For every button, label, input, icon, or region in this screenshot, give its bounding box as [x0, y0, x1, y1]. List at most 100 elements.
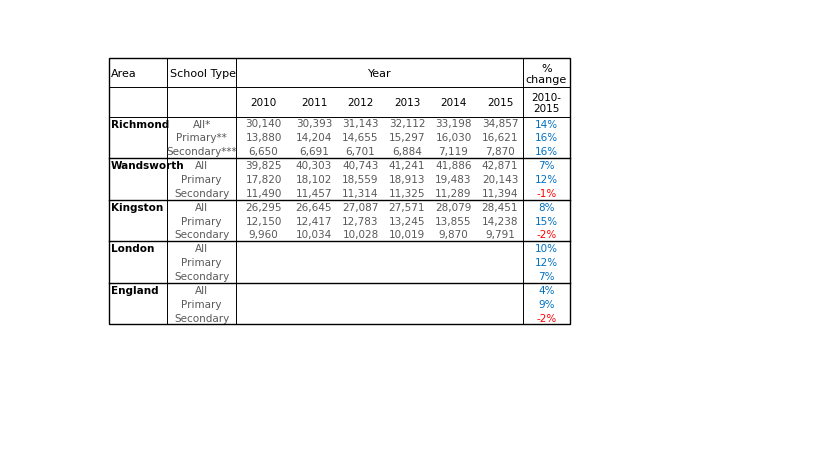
Text: 16%: 16% [535, 147, 558, 157]
Text: Year: Year [368, 68, 391, 78]
Text: Primary: Primary [181, 299, 222, 309]
Text: 30,393: 30,393 [296, 119, 333, 129]
Text: 8%: 8% [538, 202, 554, 212]
Text: 9%: 9% [538, 299, 554, 309]
Text: London: London [111, 244, 154, 254]
Text: 10,034: 10,034 [296, 230, 332, 240]
Text: 6,691: 6,691 [299, 147, 329, 157]
Text: Secondary***: Secondary*** [166, 147, 237, 157]
Text: 27,571: 27,571 [389, 202, 425, 212]
Text: 42,871: 42,871 [482, 161, 518, 171]
Text: 12,783: 12,783 [342, 216, 378, 226]
Text: 26,295: 26,295 [246, 202, 282, 212]
Text: 11,314: 11,314 [342, 188, 378, 198]
Text: 17,820: 17,820 [246, 174, 282, 185]
Text: 9,791: 9,791 [485, 230, 515, 240]
Text: 7%: 7% [538, 161, 554, 171]
Text: 11,394: 11,394 [482, 188, 518, 198]
Text: All*: All* [192, 119, 210, 129]
Text: 9,870: 9,870 [439, 230, 468, 240]
Text: 13,880: 13,880 [246, 133, 282, 143]
Text: 2015: 2015 [533, 104, 559, 113]
Text: Secondary: Secondary [174, 230, 229, 240]
Text: School Type: School Type [170, 68, 236, 78]
Text: 40,303: 40,303 [296, 161, 332, 171]
Text: 27,087: 27,087 [342, 202, 378, 212]
Text: Primary: Primary [181, 174, 222, 185]
Text: 14,238: 14,238 [482, 216, 518, 226]
Text: 2010-: 2010- [532, 93, 562, 103]
Text: 2014: 2014 [441, 98, 467, 108]
Text: 40,743: 40,743 [342, 161, 378, 171]
Text: 13,855: 13,855 [435, 216, 472, 226]
Text: -2%: -2% [536, 313, 557, 323]
Text: 30,140: 30,140 [246, 119, 282, 129]
Text: 15%: 15% [535, 216, 558, 226]
Text: 2011: 2011 [301, 98, 327, 108]
Text: 41,886: 41,886 [435, 161, 472, 171]
Text: 41,241: 41,241 [389, 161, 425, 171]
Text: 2013: 2013 [394, 98, 420, 108]
Text: 12%: 12% [535, 257, 558, 268]
Text: 2010: 2010 [251, 98, 277, 108]
Text: 32,112: 32,112 [389, 119, 425, 129]
Text: Secondary: Secondary [174, 271, 229, 281]
Text: 28,451: 28,451 [482, 202, 518, 212]
Text: 15,297: 15,297 [389, 133, 425, 143]
Text: 18,559: 18,559 [342, 174, 378, 185]
Text: All: All [195, 202, 208, 212]
Text: 6,650: 6,650 [249, 147, 278, 157]
Text: 7,870: 7,870 [485, 147, 515, 157]
Text: 18,913: 18,913 [389, 174, 425, 185]
Text: 7%: 7% [538, 271, 554, 281]
Text: 7,119: 7,119 [438, 147, 468, 157]
Text: 11,457: 11,457 [296, 188, 333, 198]
Text: 12,150: 12,150 [246, 216, 282, 226]
Text: 10,019: 10,019 [389, 230, 425, 240]
Text: 14,655: 14,655 [342, 133, 378, 143]
Text: %: % [541, 64, 552, 74]
Text: 11,490: 11,490 [246, 188, 282, 198]
Text: 6,701: 6,701 [346, 147, 375, 157]
Text: 19,483: 19,483 [435, 174, 472, 185]
Text: Primary: Primary [181, 216, 222, 226]
Text: 14%: 14% [535, 119, 558, 129]
Text: Wandsworth: Wandsworth [111, 161, 184, 171]
Text: change: change [526, 75, 567, 85]
Text: Area: Area [111, 68, 137, 78]
Text: 12,417: 12,417 [296, 216, 333, 226]
Text: 12%: 12% [535, 174, 558, 185]
Text: 6,884: 6,884 [392, 147, 422, 157]
Text: 2012: 2012 [347, 98, 373, 108]
Text: 31,143: 31,143 [342, 119, 378, 129]
Text: 13,245: 13,245 [389, 216, 425, 226]
Text: 2015: 2015 [486, 98, 514, 108]
Text: Secondary: Secondary [174, 313, 229, 323]
Text: 10,028: 10,028 [342, 230, 378, 240]
Text: Secondary: Secondary [174, 188, 229, 198]
Text: 4%: 4% [538, 285, 554, 295]
Text: All: All [195, 244, 208, 254]
Text: Richmond: Richmond [111, 119, 170, 129]
Text: 33,198: 33,198 [435, 119, 472, 129]
Text: England: England [111, 285, 159, 295]
Text: 34,857: 34,857 [482, 119, 518, 129]
Text: 26,645: 26,645 [296, 202, 333, 212]
Text: 11,325: 11,325 [389, 188, 425, 198]
Text: 16,030: 16,030 [436, 133, 472, 143]
Text: Kingston: Kingston [111, 202, 163, 212]
Text: All: All [195, 161, 208, 171]
Text: 11,289: 11,289 [435, 188, 472, 198]
Text: Primary**: Primary** [176, 133, 227, 143]
Text: 18,102: 18,102 [296, 174, 333, 185]
Text: 39,825: 39,825 [246, 161, 282, 171]
Text: 10%: 10% [535, 244, 558, 254]
Text: 16%: 16% [535, 133, 558, 143]
Text: 14,204: 14,204 [296, 133, 333, 143]
Text: 28,079: 28,079 [435, 202, 472, 212]
Text: -1%: -1% [536, 188, 557, 198]
Text: -2%: -2% [536, 230, 557, 240]
Text: 9,960: 9,960 [249, 230, 278, 240]
Text: 20,143: 20,143 [482, 174, 518, 185]
Text: All: All [195, 285, 208, 295]
